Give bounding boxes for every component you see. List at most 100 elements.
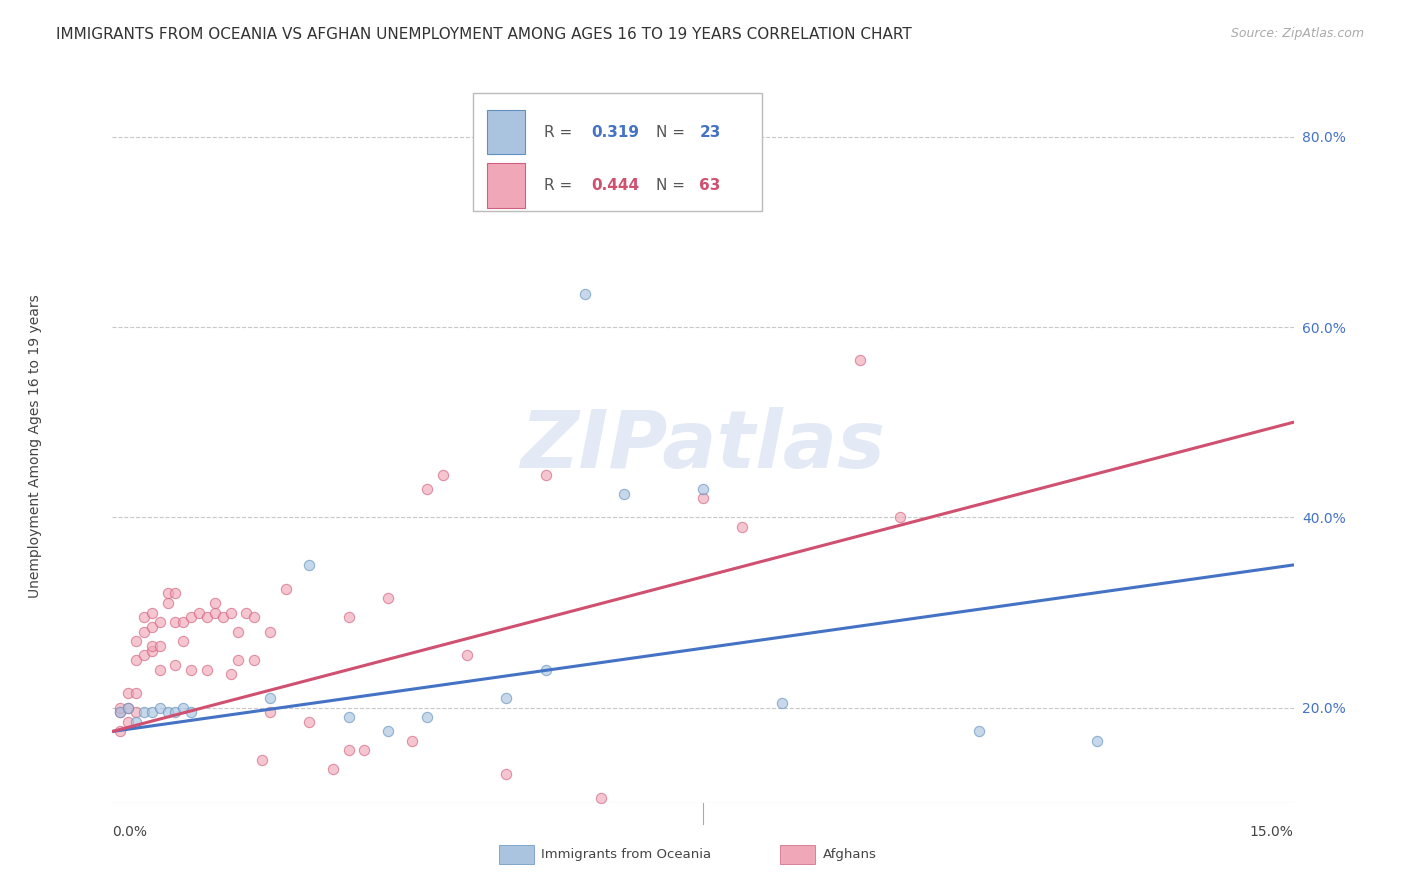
Point: [125, 634, 148, 648]
Point: [125, 686, 148, 700]
Point: [259, 706, 281, 720]
Point: [141, 606, 163, 620]
Point: [149, 700, 172, 714]
Point: [180, 610, 202, 624]
Point: [456, 648, 478, 663]
Point: [731, 520, 754, 534]
Point: [377, 591, 399, 606]
Point: [274, 582, 297, 596]
Point: [353, 743, 375, 757]
Point: [259, 691, 281, 706]
Point: [172, 615, 194, 629]
Point: [401, 734, 423, 748]
Point: [228, 653, 250, 667]
Point: [132, 610, 155, 624]
Point: [416, 710, 439, 724]
Point: [889, 510, 911, 524]
Text: R =: R =: [544, 125, 576, 139]
Point: [204, 606, 226, 620]
Point: [259, 624, 281, 639]
Point: [172, 700, 194, 714]
Text: Source: ZipAtlas.com: Source: ZipAtlas.com: [1230, 27, 1364, 40]
Point: [141, 643, 163, 657]
Point: [156, 596, 179, 610]
Text: N =: N =: [655, 125, 689, 139]
Point: [117, 714, 139, 729]
Point: [250, 753, 273, 767]
Point: [534, 663, 557, 677]
Point: [165, 706, 187, 720]
Point: [432, 467, 454, 482]
Point: [195, 610, 218, 624]
Text: ZIPatlas: ZIPatlas: [520, 407, 886, 485]
Point: [110, 700, 132, 714]
Point: [125, 653, 148, 667]
Point: [322, 763, 344, 777]
Point: [165, 586, 187, 600]
Point: [211, 610, 233, 624]
Point: [141, 639, 163, 653]
Point: [228, 624, 250, 639]
Bar: [486, 163, 524, 208]
Point: [574, 286, 596, 301]
Point: [132, 706, 155, 720]
Point: [132, 648, 155, 663]
Text: Immigrants from Oceania: Immigrants from Oceania: [541, 848, 711, 861]
Point: [495, 767, 517, 781]
Point: [377, 724, 399, 739]
Point: [219, 606, 242, 620]
Point: [967, 724, 990, 739]
Point: [298, 558, 321, 572]
Point: [180, 663, 202, 677]
Point: [117, 700, 139, 714]
Point: [235, 606, 257, 620]
Point: [337, 743, 360, 757]
Point: [495, 691, 517, 706]
Point: [149, 663, 172, 677]
Point: [141, 706, 163, 720]
Point: [243, 653, 266, 667]
Point: [180, 706, 202, 720]
Text: Unemployment Among Ages 16 to 19 years: Unemployment Among Ages 16 to 19 years: [28, 294, 42, 598]
Text: 0.319: 0.319: [591, 125, 638, 139]
Point: [534, 467, 557, 482]
Point: [337, 610, 360, 624]
Text: 63: 63: [699, 178, 721, 193]
Point: [613, 486, 636, 500]
Point: [125, 714, 148, 729]
Text: Afghans: Afghans: [823, 848, 876, 861]
Point: [1085, 734, 1108, 748]
Point: [141, 620, 163, 634]
Text: 15.0%: 15.0%: [1250, 825, 1294, 839]
Point: [692, 482, 714, 496]
Point: [172, 634, 194, 648]
Point: [165, 657, 187, 672]
Point: [337, 710, 360, 724]
Bar: [486, 110, 524, 154]
Point: [188, 606, 211, 620]
Point: [692, 491, 714, 506]
Point: [770, 696, 793, 710]
Point: [416, 482, 439, 496]
Point: [117, 700, 139, 714]
Point: [849, 353, 872, 368]
Text: R =: R =: [544, 178, 576, 193]
Text: N =: N =: [655, 178, 689, 193]
Point: [149, 639, 172, 653]
Point: [110, 706, 132, 720]
Point: [156, 706, 179, 720]
Point: [243, 610, 266, 624]
Point: [125, 706, 148, 720]
Point: [165, 615, 187, 629]
Point: [204, 596, 226, 610]
Point: [195, 663, 218, 677]
Point: [117, 686, 139, 700]
FancyBboxPatch shape: [472, 93, 762, 211]
Point: [110, 706, 132, 720]
Text: IMMIGRANTS FROM OCEANIA VS AFGHAN UNEMPLOYMENT AMONG AGES 16 TO 19 YEARS CORRELA: IMMIGRANTS FROM OCEANIA VS AFGHAN UNEMPL…: [56, 27, 912, 42]
Text: 0.0%: 0.0%: [112, 825, 148, 839]
Point: [156, 586, 179, 600]
Point: [149, 615, 172, 629]
Point: [219, 667, 242, 681]
Point: [110, 724, 132, 739]
